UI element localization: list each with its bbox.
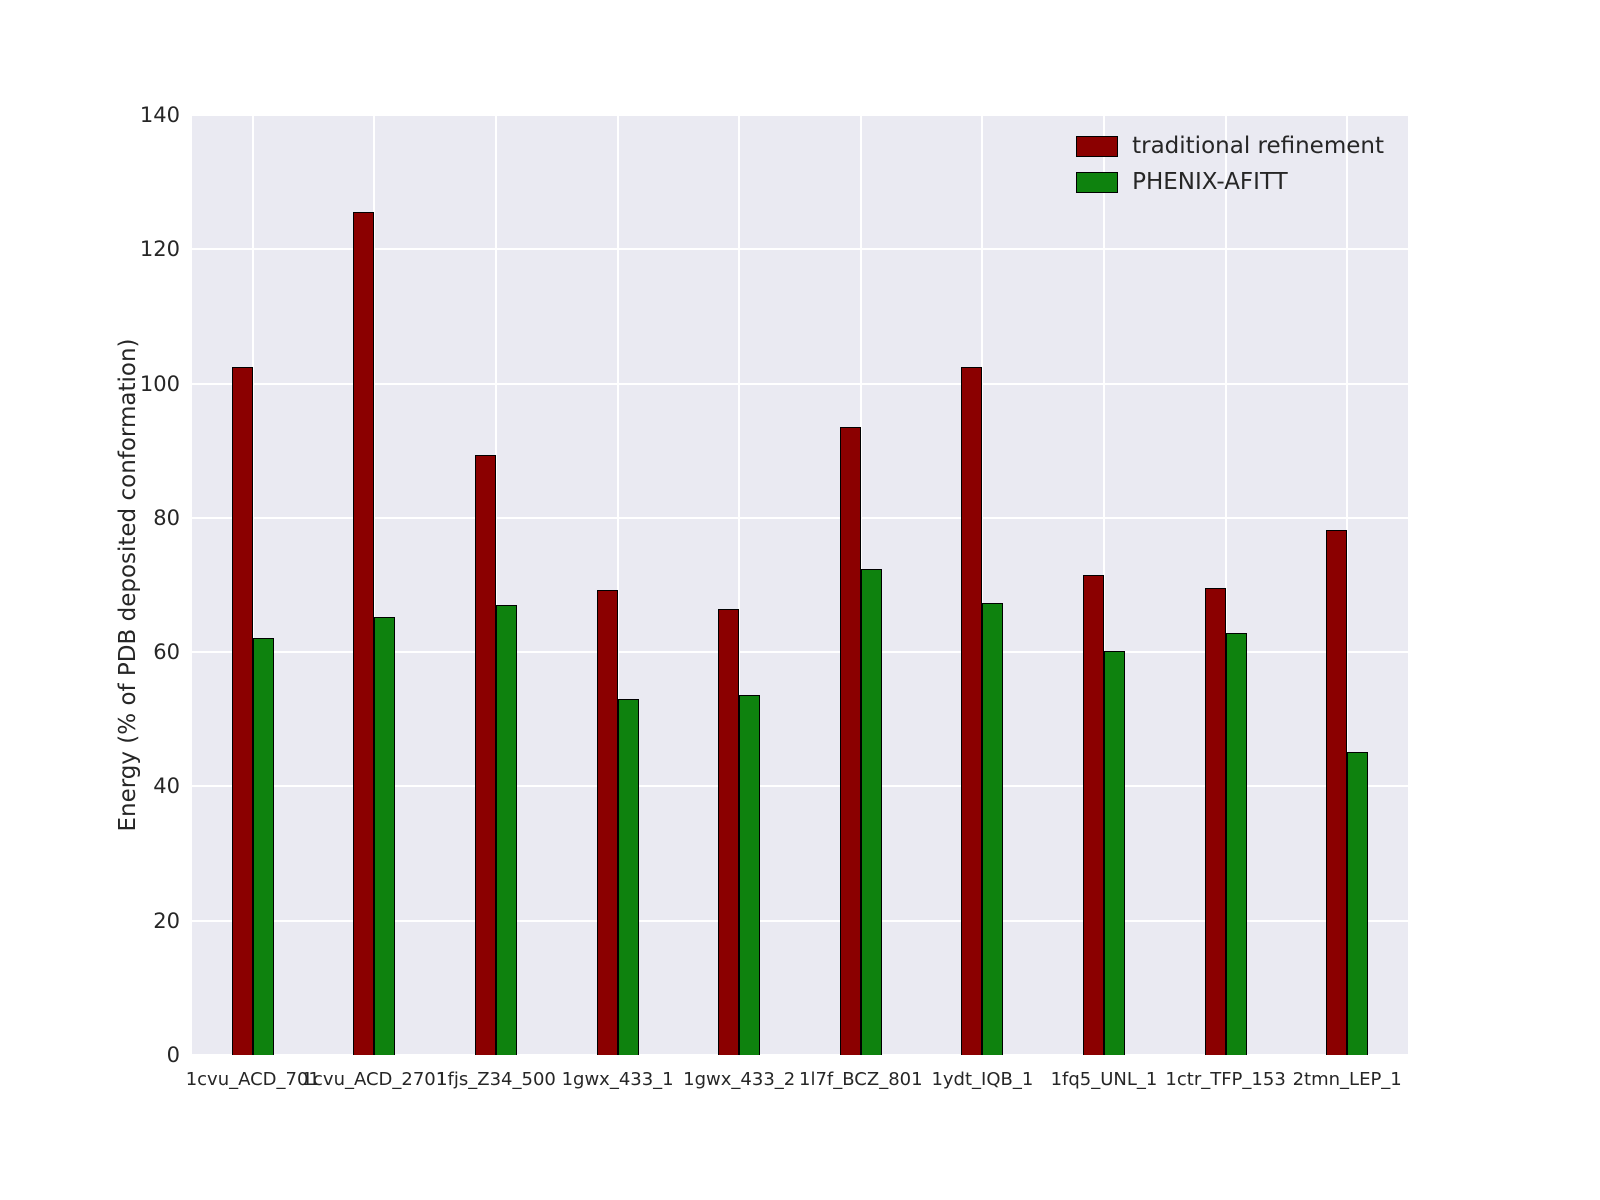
- bar-2tmn_LEP_1-afitt: [1347, 751, 1369, 1055]
- gridline-x-1gwx_433_2: [738, 115, 741, 1055]
- bar-1fjs_Z34_500-afitt: [496, 605, 517, 1055]
- gridline-y-0: [192, 1054, 1408, 1056]
- x-tick-1fjs_Z34_500: 1fjs_Z34_500: [436, 1069, 556, 1090]
- gridline-x-1ydt_IQB_1: [981, 115, 984, 1055]
- bar-1gwx_433_1-traditional: [596, 590, 618, 1055]
- bar-1ctr_TFP_153-afitt: [1225, 632, 1247, 1055]
- gridline-x-2tmn_LEP_1: [1346, 115, 1349, 1055]
- gridline-y-60: [192, 651, 1408, 654]
- gridline-y-140: [192, 114, 1408, 116]
- bar-1l7f_BCZ_801-traditional: [839, 427, 861, 1055]
- y-tick-80: 80: [153, 505, 180, 530]
- gridline-x-1gwx_433_1: [616, 115, 619, 1055]
- bar-1fq5_UNL_1-traditional: [1083, 574, 1104, 1055]
- gridline-y-100: [192, 382, 1408, 385]
- y-tick-0: 0: [166, 1043, 180, 1067]
- legend-item-phenix-afitt: PHENIX-AFITT: [1076, 169, 1384, 195]
- gridline-y-20: [192, 919, 1408, 922]
- bar-1gwx_433_2-afitt: [739, 695, 761, 1055]
- bar-1gwx_433_1-afitt: [617, 699, 639, 1055]
- gridline-y-80: [192, 516, 1408, 519]
- y-tick-140: 140: [139, 103, 180, 127]
- gridline-y-40: [192, 785, 1408, 788]
- gridline-y-120: [192, 248, 1408, 251]
- y-tick-60: 60: [153, 640, 180, 665]
- x-tick-1cvu_ACD_2701: 1cvu_ACD_2701: [301, 1069, 448, 1090]
- plot-area: traditional refinement PHENIX-AFITT: [192, 114, 1408, 1056]
- legend-swatch-phenix-afitt: [1076, 171, 1119, 193]
- gridline-x-1fjs_Z34_500: [495, 115, 497, 1055]
- x-tick-1cvu_ACD_701: 1cvu_ACD_701: [185, 1069, 320, 1090]
- bar-1ctr_TFP_153-traditional: [1204, 588, 1226, 1055]
- bar-1fq5_UNL_1-afitt: [1104, 650, 1125, 1055]
- x-tick-1ydt_IQB_1: 1ydt_IQB_1: [931, 1069, 1034, 1090]
- y-axis-title: Energy (% of PDB deposited conformation): [115, 338, 141, 832]
- gridline-x-1cvu_ACD_2701: [373, 115, 376, 1055]
- x-tick-1gwx_433_2: 1gwx_433_2: [683, 1069, 796, 1090]
- y-tick-20: 20: [153, 908, 180, 933]
- y-tick-120: 120: [139, 237, 180, 262]
- legend-label-phenix-afitt: PHENIX-AFITT: [1132, 169, 1288, 195]
- bar-1ydt_IQB_1-afitt: [982, 603, 1004, 1055]
- bar-1cvu_ACD_2701-traditional: [353, 212, 375, 1055]
- y-tick-40: 40: [153, 774, 180, 799]
- legend-item-traditional-refinement: traditional refinement: [1076, 133, 1384, 159]
- bar-2tmn_LEP_1-traditional: [1326, 529, 1348, 1055]
- x-tick-2tmn_LEP_1: 2tmn_LEP_1: [1292, 1069, 1402, 1090]
- bar-1l7f_BCZ_801-afitt: [860, 568, 882, 1055]
- legend: traditional refinement PHENIX-AFITT: [1068, 127, 1392, 201]
- gridline-x-1cvu_ACD_701: [251, 115, 254, 1055]
- gridline-x-1fq5_UNL_1: [1103, 115, 1105, 1055]
- y-tick-100: 100: [139, 371, 180, 396]
- bar-1fjs_Z34_500-traditional: [475, 455, 496, 1055]
- gridline-x-1ctr_TFP_153: [1224, 115, 1227, 1055]
- x-tick-1ctr_TFP_153: 1ctr_TFP_153: [1165, 1069, 1286, 1090]
- bar-1gwx_433_2-traditional: [718, 608, 740, 1055]
- bar-1ydt_IQB_1-traditional: [961, 366, 983, 1055]
- bar-1cvu_ACD_2701-afitt: [374, 617, 396, 1055]
- bar-1cvu_ACD_701-traditional: [231, 366, 253, 1055]
- bar-1cvu_ACD_701-afitt: [252, 638, 274, 1055]
- x-tick-1l7f_BCZ_801: 1l7f_BCZ_801: [799, 1069, 923, 1090]
- legend-label-traditional-refinement: traditional refinement: [1132, 133, 1384, 159]
- legend-swatch-traditional-refinement: [1076, 135, 1119, 157]
- x-tick-1gwx_433_1: 1gwx_433_1: [561, 1069, 674, 1090]
- x-tick-1fq5_UNL_1: 1fq5_UNL_1: [1050, 1069, 1158, 1090]
